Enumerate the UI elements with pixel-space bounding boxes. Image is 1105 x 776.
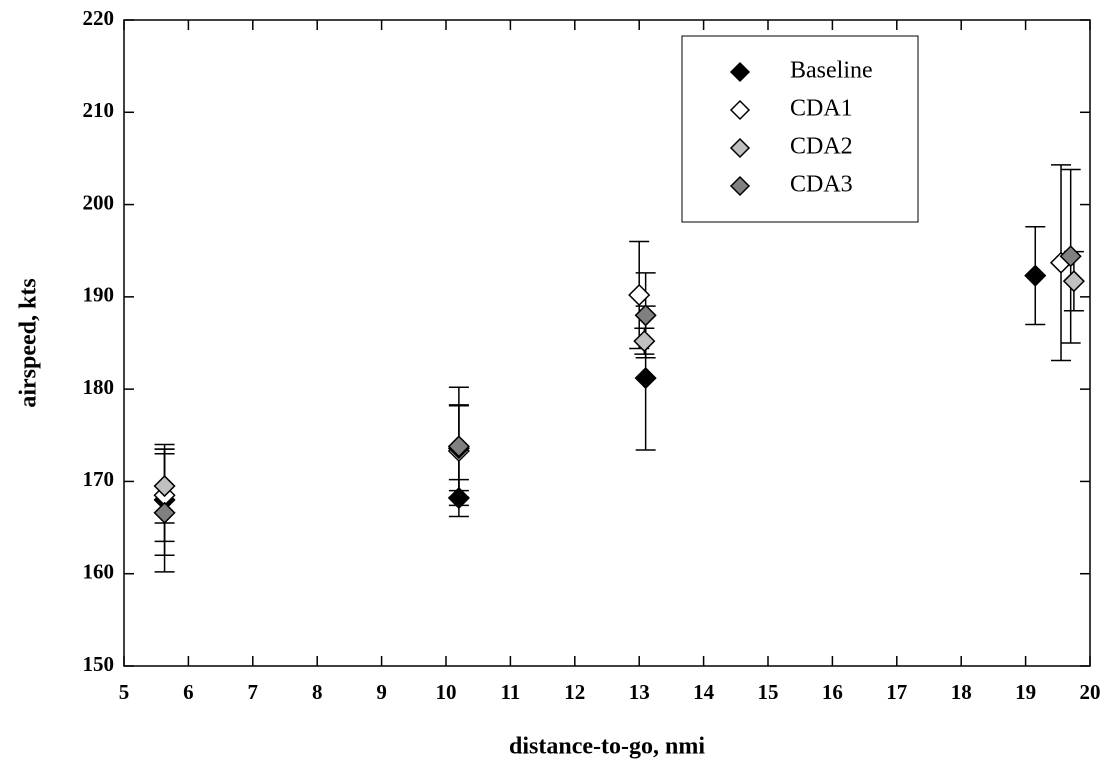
y-tick-label: 190 [83, 283, 115, 307]
legend-label: Baseline [790, 58, 873, 84]
legend-label: CDA2 [790, 134, 853, 160]
x-tick-label: 13 [629, 680, 650, 704]
legend-label: CDA1 [790, 96, 853, 122]
y-tick-label: 210 [83, 98, 115, 122]
x-tick-label: 15 [758, 680, 779, 704]
x-tick-label: 6 [183, 680, 194, 704]
point [1059, 245, 1082, 268]
point [633, 330, 656, 353]
point [634, 304, 657, 327]
point [1024, 264, 1047, 287]
x-tick-label: 16 [822, 680, 843, 704]
legend-marker [729, 137, 751, 159]
point [628, 283, 651, 307]
x-tick-label: 12 [564, 680, 585, 704]
plot-frame [123, 19, 1091, 667]
legend-label: CDA3 [790, 172, 853, 198]
x-tick-label: 10 [436, 680, 457, 704]
x-tick-label: 19 [1015, 680, 1036, 704]
y-tick-label: 150 [83, 652, 115, 676]
y-tick-label: 160 [83, 560, 115, 584]
legend-box [681, 35, 919, 223]
x-tick-label: 17 [886, 680, 907, 704]
point [447, 435, 470, 458]
y-tick-label: 220 [83, 6, 115, 30]
x-tick-label: 18 [951, 680, 972, 704]
x-tick-label: 9 [376, 680, 387, 704]
x-tick-label: 7 [248, 680, 259, 704]
point [634, 367, 657, 390]
x-tick-label: 5 [119, 680, 130, 704]
x-tick-label: 8 [312, 680, 323, 704]
y-axis-label: airspeed, kts [16, 278, 42, 407]
y-tick-label: 180 [83, 375, 115, 399]
x-axis-label: distance-to-go, nmi [509, 734, 705, 760]
y-tick-label: 200 [83, 190, 115, 214]
point [447, 486, 470, 510]
legend-marker [729, 175, 751, 197]
x-tick-label: 20 [1080, 680, 1101, 704]
y-tick-label: 170 [83, 467, 115, 491]
point [153, 501, 176, 524]
x-tick-label: 11 [500, 680, 520, 704]
legend-marker [729, 61, 751, 83]
point [1062, 270, 1085, 293]
legend-marker [729, 99, 751, 121]
x-tick-label: 14 [693, 680, 715, 704]
point [153, 474, 176, 498]
